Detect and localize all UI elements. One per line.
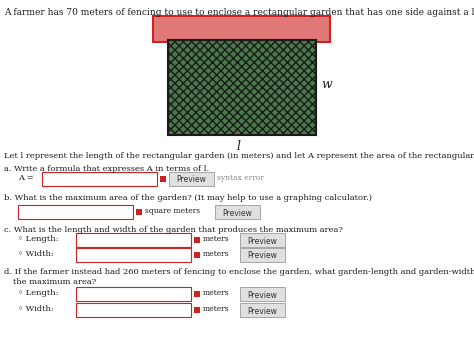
Bar [153,16,330,42]
Text: Preview: Preview [223,209,253,218]
Text: ◦ Width:: ◦ Width: [18,305,54,313]
Text: a. Write a formula that expresses A in terms of l.: a. Write a formula that expresses A in t… [4,165,209,173]
Bar [76,287,191,301]
Bar [76,233,191,247]
Bar [215,205,260,219]
Bar [42,172,157,186]
Text: Preview: Preview [247,290,277,300]
Text: c. What is the length and width of the garden that produces the maximum area?: c. What is the length and width of the g… [4,226,343,234]
Text: square meters: square meters [145,207,200,215]
Text: l: l [236,140,240,153]
Bar [76,303,191,317]
Text: ◦ Length:: ◦ Length: [18,235,58,243]
Bar [240,248,285,262]
Text: meters: meters [203,250,229,258]
Bar [194,237,200,243]
Text: w: w [321,79,332,92]
Text: d. If the farmer instead had 260 meters of fencing to enclose the garden, what g: d. If the farmer instead had 260 meters … [4,268,474,276]
Text: meters: meters [203,289,229,297]
Bar [136,209,142,215]
Text: Let l represent the length of the rectangular garden (in meters) and let A repre: Let l represent the length of the rectan… [4,152,474,160]
Text: meters: meters [203,305,229,313]
Bar [160,176,166,182]
Bar [76,248,191,262]
Bar [194,307,200,313]
Text: Preview: Preview [247,237,277,246]
Text: Preview: Preview [247,306,277,316]
Text: ◦ Width:: ◦ Width: [18,250,54,258]
Text: syntax error: syntax error [217,174,264,182]
Text: Preview: Preview [247,251,277,261]
Bar [18,205,133,219]
Text: A =: A = [18,174,34,182]
Text: A farmer has 70 meters of fencing to use to enclose a rectangular garden that ha: A farmer has 70 meters of fencing to use… [4,8,474,17]
Text: the maximum area?: the maximum area? [13,278,96,286]
Text: meters: meters [203,235,229,243]
Bar [194,252,200,258]
Text: Preview: Preview [176,175,207,184]
Bar [240,287,285,301]
Bar [169,172,214,186]
Text: b. What is the maximum area of the garden? (It may help to use a graphing calcul: b. What is the maximum area of the garde… [4,194,372,202]
Bar [168,40,316,135]
Text: ◦ Length:: ◦ Length: [18,289,58,297]
Bar [240,233,285,247]
Bar [240,303,285,317]
Bar [194,291,200,297]
